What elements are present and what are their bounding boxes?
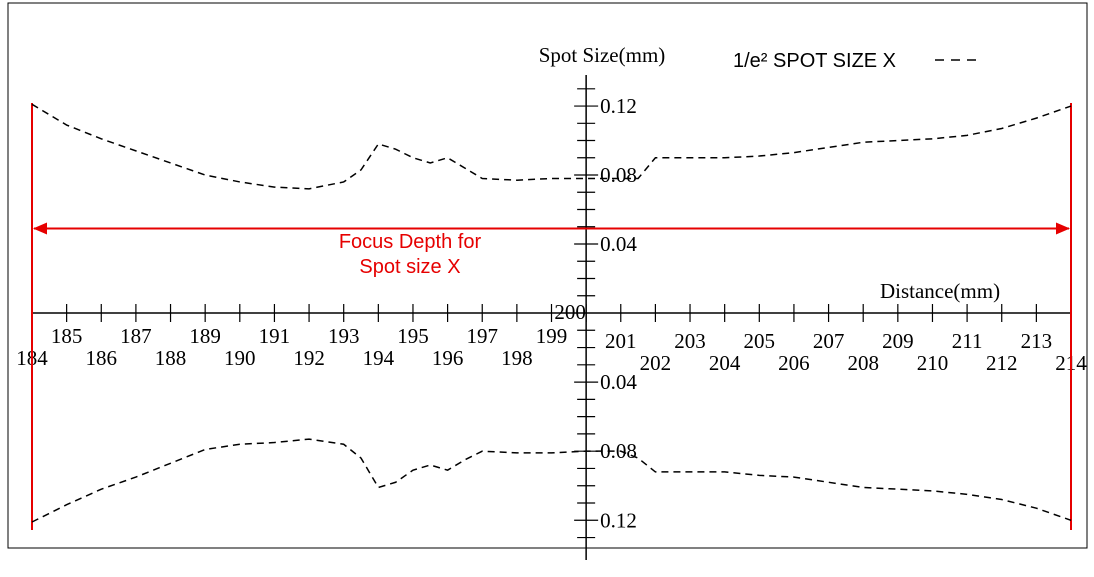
arrow-head bbox=[33, 222, 47, 235]
annotation: Spot size X bbox=[359, 256, 460, 278]
y-tick-label: 0.08 bbox=[600, 439, 637, 463]
x-tick-label: 207 bbox=[813, 329, 845, 353]
x-tick-label: 203 bbox=[674, 329, 706, 353]
x-tick-label: 201 bbox=[605, 329, 637, 353]
x-tick-label: 192 bbox=[293, 346, 325, 370]
x-tick-label: 211 bbox=[952, 329, 983, 353]
x-tick-label: 200 bbox=[554, 300, 586, 324]
y-tick-label: 0.08 bbox=[600, 163, 637, 187]
x-tick-label: 189 bbox=[189, 324, 221, 348]
y-tick-label: 0.12 bbox=[600, 94, 637, 118]
y-tick-label: 0.12 bbox=[600, 508, 637, 532]
x-axis-label: Distance(mm) bbox=[880, 279, 1000, 303]
x-tick-label: 188 bbox=[155, 346, 187, 370]
x-tick-label: 197 bbox=[466, 324, 498, 348]
x-tick-label: 195 bbox=[397, 324, 429, 348]
x-tick-label: 186 bbox=[86, 346, 118, 370]
x-tick-label: 199 bbox=[536, 324, 568, 348]
x-tick-label: 187 bbox=[120, 324, 152, 348]
x-tick-label: 198 bbox=[501, 346, 533, 370]
x-tick-label: 212 bbox=[986, 351, 1018, 375]
x-tick-label: 210 bbox=[917, 351, 949, 375]
y-tick-label: 0.04 bbox=[600, 370, 637, 394]
annotation: Focus Depth for bbox=[339, 231, 482, 253]
y-axis-label: Spot Size(mm) bbox=[539, 43, 666, 67]
x-tick-label: 208 bbox=[847, 351, 879, 375]
x-tick-label: 193 bbox=[328, 324, 360, 348]
frame bbox=[7, 2, 1088, 549]
series-line bbox=[31, 103, 1072, 190]
x-tick-label: 191 bbox=[259, 324, 291, 348]
x-tick-label: 202 bbox=[640, 351, 672, 375]
y-tick-label: 0.04 bbox=[600, 232, 637, 256]
x-tick-label: 205 bbox=[744, 329, 776, 353]
x-tick-label: 194 bbox=[363, 346, 395, 370]
arrow-head bbox=[1056, 222, 1070, 235]
x-tick-label: 213 bbox=[1021, 329, 1053, 353]
series-line bbox=[31, 438, 1072, 523]
x-tick-label: 190 bbox=[224, 346, 256, 370]
x-tick-label: 185 bbox=[51, 324, 83, 348]
x-tick-label: 204 bbox=[709, 351, 741, 375]
x-tick-label: 196 bbox=[432, 346, 464, 370]
x-tick-label: 206 bbox=[778, 351, 810, 375]
x-tick-label: 209 bbox=[882, 329, 914, 353]
legend-label: 1/e² SPOT SIZE X bbox=[733, 50, 896, 72]
